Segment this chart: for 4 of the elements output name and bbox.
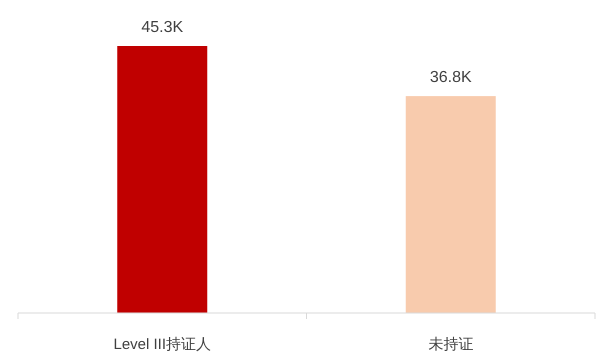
x-tick-label: 未持证 [428, 336, 474, 353]
data-label: 45.3K [141, 19, 184, 36]
x-tick-label: Level III持证人 [113, 336, 212, 353]
data-label: 36.8K [430, 69, 472, 86]
